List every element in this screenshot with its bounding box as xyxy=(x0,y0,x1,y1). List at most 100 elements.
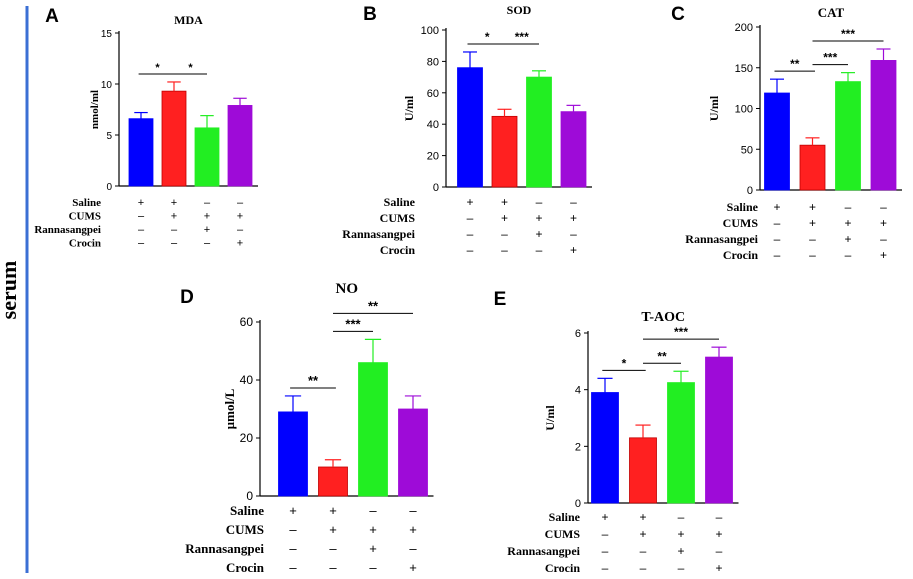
bar xyxy=(526,76,552,188)
treatment-sign: + xyxy=(237,211,243,223)
treatment-sign: – xyxy=(138,224,145,236)
y-tick-label: 40 xyxy=(240,373,254,387)
treatment-sign: + xyxy=(809,200,816,214)
treatment-sign: + xyxy=(639,527,646,541)
panel-letter: C xyxy=(671,4,685,25)
treatment-sign: – xyxy=(678,561,685,575)
y-tick-label: 2 xyxy=(575,441,581,453)
treatment-label: Crocin xyxy=(723,248,758,262)
treatment-sign: – xyxy=(467,227,474,241)
treatment-label: Rannasangpei xyxy=(342,227,415,241)
significance-label: *** xyxy=(674,325,688,339)
treatment-label: Saline xyxy=(384,195,416,209)
treatment-sign: + xyxy=(844,216,851,230)
treatment-sign: – xyxy=(171,238,178,250)
y-tick-label: 15 xyxy=(101,29,113,40)
y-tick-label: 0 xyxy=(246,489,253,503)
significance-label: ** xyxy=(790,57,800,71)
treatment-label: Saline xyxy=(230,503,264,518)
significance-label: ** xyxy=(308,373,319,388)
chart-title: MDA xyxy=(174,13,203,27)
treatment-sign: + xyxy=(329,503,337,518)
treatment-sign: – xyxy=(640,561,647,575)
significance-label: * xyxy=(622,356,627,370)
treatment-sign: + xyxy=(880,216,887,230)
significance-label: * xyxy=(155,62,160,74)
treatment-label: CUMS xyxy=(380,211,416,225)
treatment-sign: + xyxy=(289,503,297,518)
treatment-sign: + xyxy=(570,243,577,257)
treatment-sign: – xyxy=(467,211,474,225)
treatment-sign: – xyxy=(570,195,577,209)
significance-label: *** xyxy=(515,30,529,44)
treatment-sign: – xyxy=(237,197,244,209)
chart-title: T-AOC xyxy=(641,310,685,325)
bar xyxy=(491,115,518,188)
treatment-sign: – xyxy=(845,200,852,214)
treatment-label: Rannasangpei xyxy=(685,232,758,246)
treatment-sign: – xyxy=(880,232,887,246)
treatment-sign: – xyxy=(237,224,244,236)
treatment-sign: – xyxy=(678,510,685,524)
treatment-sign: – xyxy=(536,243,543,257)
treatment-sign: – xyxy=(369,503,377,518)
treatment-sign: + xyxy=(773,200,780,214)
treatment-sign: + xyxy=(880,248,887,262)
treatment-sign: + xyxy=(204,211,210,223)
treatment-sign: + xyxy=(535,211,542,225)
y-tick-label: 0 xyxy=(747,185,753,197)
treatment-sign: + xyxy=(466,195,473,209)
y-tick-label: 20 xyxy=(427,151,439,163)
bar xyxy=(398,408,428,497)
y-tick-label: 100 xyxy=(421,25,439,37)
significance-label: *** xyxy=(823,51,837,65)
treatment-sign: – xyxy=(409,541,417,556)
treatment-sign: + xyxy=(409,522,417,537)
y-axis-label: nmol/ml xyxy=(89,90,101,129)
treatment-sign: – xyxy=(845,248,852,262)
y-tick-label: 60 xyxy=(240,315,254,329)
treatment-sign: + xyxy=(570,211,577,225)
bar xyxy=(560,111,587,188)
bar xyxy=(128,118,154,187)
treatment-sign: – xyxy=(774,232,781,246)
treatment-sign: + xyxy=(204,224,210,236)
treatment-label: CUMS xyxy=(545,527,581,541)
y-tick-label: 40 xyxy=(427,119,439,131)
y-tick-label: 0 xyxy=(433,182,439,194)
significance-label: *** xyxy=(841,27,855,41)
treatment-label: Rannasangpei xyxy=(34,224,101,236)
bar xyxy=(835,81,861,191)
bar xyxy=(194,127,220,187)
bar xyxy=(764,92,790,191)
treatment-sign: + xyxy=(715,527,722,541)
panel-letter: D xyxy=(180,287,194,308)
treatment-label: Rannasangpei xyxy=(185,541,264,556)
y-axis-label: U/ml xyxy=(707,95,721,121)
chart-title: SOD xyxy=(507,3,532,17)
bar xyxy=(705,356,733,504)
y-axis-label: U/ml xyxy=(402,95,416,121)
treatment-sign: + xyxy=(639,510,646,524)
treatment-sign: – xyxy=(602,561,609,575)
y-tick-label: 10 xyxy=(101,80,113,91)
panel-letter: A xyxy=(45,6,59,27)
treatment-sign: – xyxy=(467,243,474,257)
y-tick-label: 60 xyxy=(427,88,439,100)
significance-label: * xyxy=(188,62,193,74)
significance-label: ** xyxy=(657,349,667,363)
y-tick-label: 200 xyxy=(735,22,753,34)
significance-label: *** xyxy=(345,316,361,331)
treatment-sign: + xyxy=(329,522,337,537)
y-axis-label: U/ml xyxy=(543,405,557,431)
serum-label: serum xyxy=(0,261,21,320)
treatment-sign: – xyxy=(289,541,297,556)
y-tick-label: 0 xyxy=(575,498,581,510)
treatment-sign: – xyxy=(204,197,211,209)
treatment-sign: + xyxy=(138,197,144,209)
treatment-sign: – xyxy=(289,560,297,575)
